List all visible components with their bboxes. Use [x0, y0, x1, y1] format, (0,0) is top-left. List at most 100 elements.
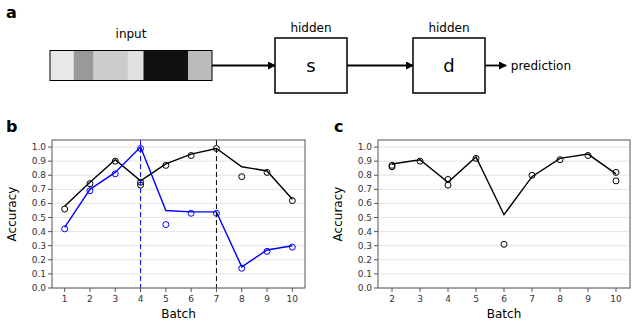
- x-tick-label: 2: [87, 294, 93, 304]
- y-tick: [374, 288, 378, 289]
- page: {"chart_data": [ {"type": "diagram", "ti…: [0, 0, 640, 328]
- x-tick-label: 3: [112, 294, 118, 304]
- reference-line: [140, 140, 141, 288]
- data-point: [557, 157, 563, 163]
- x-tick: [267, 288, 268, 292]
- diagram: ainputhiddenshiddendprediction: [6, 3, 571, 93]
- y-tick: [374, 161, 378, 162]
- panel: b0.00.10.20.30.40.50.60.70.80.91.0123456…: [5, 117, 305, 321]
- grid-line: [378, 259, 630, 260]
- input-label: input: [116, 27, 147, 41]
- x-tick-label: 3: [417, 294, 423, 304]
- x-tick-label: 9: [585, 294, 591, 304]
- x-tick-label: 5: [163, 294, 169, 304]
- y-tick-label: 0.6: [358, 198, 373, 208]
- data-line: [65, 147, 293, 267]
- data-point: [112, 158, 118, 164]
- input-bar-bg: [50, 51, 212, 81]
- x-tick: [191, 288, 192, 292]
- x-tick: [241, 288, 242, 292]
- grid-line: [52, 273, 305, 274]
- x-tick: [216, 288, 217, 292]
- hidden-d-box: [413, 38, 485, 93]
- data-point: [289, 198, 295, 204]
- x-tick-label: 1: [62, 294, 68, 304]
- data-point: [445, 182, 451, 188]
- arrow: [485, 65, 506, 67]
- x-tick: [560, 288, 561, 292]
- data-point: [613, 169, 619, 175]
- y-tick: [48, 203, 52, 204]
- arrow: [212, 65, 275, 67]
- data-point: [613, 178, 619, 184]
- plot-area: [389, 153, 619, 248]
- y-tick-label: 0.4: [358, 227, 373, 237]
- hidden-s-label: hidden: [290, 21, 331, 35]
- data-point: [389, 164, 395, 170]
- y-tick-label: 1.0: [32, 142, 47, 152]
- x-tick: [588, 288, 589, 292]
- y-tick-label: 0.2: [32, 255, 46, 265]
- grid-line: [378, 203, 630, 204]
- x-tick: [448, 288, 449, 292]
- panel-label: b: [6, 117, 17, 136]
- grid-line: [52, 231, 305, 232]
- grid-line: [378, 189, 630, 190]
- x-tick-label: 2: [389, 294, 395, 304]
- x-axis-label: Batch: [161, 307, 196, 321]
- grid-line: [52, 245, 305, 246]
- x-tick: [504, 288, 505, 292]
- prediction-label: prediction: [511, 59, 571, 73]
- x-tick-label: 6: [501, 294, 507, 304]
- chart-root: ainputhiddenshiddendpredictionb0.00.10.2…: [0, 0, 640, 328]
- hidden-s-box: [275, 38, 347, 93]
- y-tick-label: 0.2: [358, 255, 372, 265]
- x-tick-label: 9: [264, 294, 270, 304]
- x-tick-label: 6: [188, 294, 194, 304]
- y-tick-label: 0.0: [32, 283, 47, 293]
- y-tick-label: 1.0: [358, 142, 373, 152]
- hidden-d-label: hidden: [428, 21, 469, 35]
- grid-line: [52, 147, 305, 148]
- x-tick-label: 8: [557, 294, 563, 304]
- grid-line: [378, 217, 630, 218]
- data-point: [188, 210, 194, 216]
- x-tick: [616, 288, 617, 292]
- panel-label: c: [334, 117, 343, 136]
- grid-line: [378, 231, 630, 232]
- grid-line: [378, 245, 630, 246]
- x-tick-label: 4: [138, 294, 144, 304]
- y-tick: [374, 175, 378, 176]
- y-tick: [48, 161, 52, 162]
- y-tick: [374, 189, 378, 190]
- y-tick: [48, 231, 52, 232]
- y-tick-label: 0.5: [358, 213, 372, 223]
- x-tick-label: 7: [529, 294, 535, 304]
- data-point: [188, 153, 194, 159]
- data-point: [473, 155, 479, 161]
- x-tick: [392, 288, 393, 292]
- x-tick: [115, 288, 116, 292]
- y-tick: [374, 147, 378, 148]
- data-point: [501, 241, 507, 247]
- plot-frame: [378, 140, 630, 288]
- y-tick: [48, 175, 52, 176]
- y-axis-label: Accuracy: [5, 187, 19, 242]
- x-tick: [532, 288, 533, 292]
- bar-segment: [128, 51, 144, 81]
- hidden-d-letter: d: [443, 55, 454, 76]
- y-tick: [374, 245, 378, 246]
- y-tick-label: 0.7: [358, 184, 372, 194]
- x-tick: [140, 288, 141, 292]
- x-tick: [420, 288, 421, 292]
- y-tick-label: 0.8: [32, 170, 47, 180]
- x-axis-label: Batch: [487, 307, 522, 321]
- y-tick-label: 0.1: [358, 269, 372, 279]
- y-tick-label: 0.3: [32, 241, 46, 251]
- data-point: [289, 244, 295, 250]
- data-point: [62, 206, 68, 212]
- grid-line: [52, 259, 305, 260]
- x-tick: [165, 288, 166, 292]
- data-point: [585, 153, 591, 159]
- bar-segment: [74, 51, 94, 81]
